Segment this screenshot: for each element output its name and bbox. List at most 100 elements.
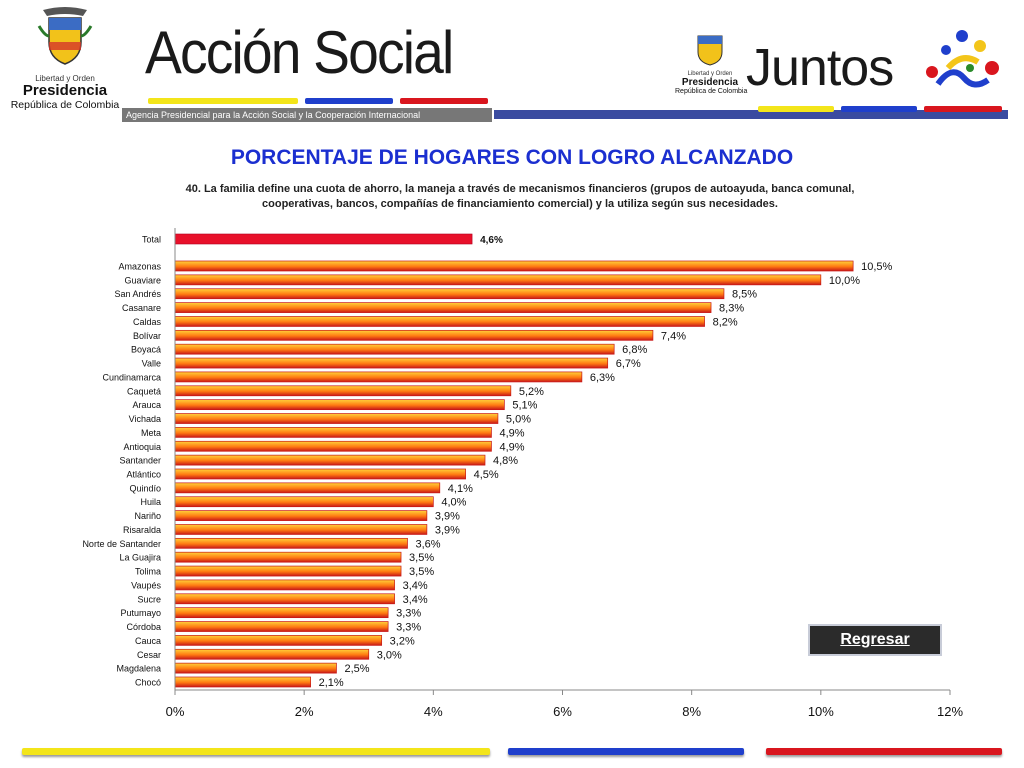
category-label: Tolima — [135, 567, 161, 577]
bar-30 — [174, 676, 311, 688]
right-seal-motto: Libertad y Orden — [687, 71, 733, 77]
value-label: 4,5% — [474, 469, 499, 481]
bar-12 — [174, 427, 492, 438]
bar-18 — [174, 510, 428, 521]
bar-16 — [174, 482, 441, 494]
bar-27 — [174, 635, 383, 646]
footer-stripe-blue — [508, 748, 744, 755]
value-label: 3,2% — [390, 635, 415, 647]
bar-29 — [174, 662, 337, 674]
category-label: Cauca — [135, 636, 161, 646]
category-label-total: Total — [142, 235, 161, 245]
x-tick-label: 4% — [424, 704, 443, 719]
bar-5 — [174, 329, 654, 341]
value-label-total: 4,6% — [480, 235, 503, 246]
value-label: 6,7% — [616, 358, 641, 370]
chart-subtitle: 40. La familia define una cuota de ahorr… — [185, 183, 855, 210]
footer-stripe-yellow — [22, 748, 490, 755]
category-label: Amazonas — [118, 262, 161, 272]
category-label: San Andrés — [114, 289, 161, 299]
presidencia-logo: Libertad y Orden Presidencia República d… — [6, 4, 124, 122]
bar-24 — [174, 593, 395, 605]
category-label: Boyacá — [131, 345, 161, 355]
value-label: 6,3% — [590, 372, 615, 384]
regresar-button[interactable]: Regresar — [808, 624, 942, 656]
bar-21 — [174, 551, 402, 563]
bar-26 — [174, 621, 389, 632]
category-label: La Guajira — [119, 553, 161, 563]
category-label: Caquetá — [127, 386, 161, 396]
value-label: 3,0% — [377, 649, 402, 661]
bar-4 — [174, 316, 705, 327]
x-tick-label: 12% — [937, 704, 963, 719]
page-title: PORCENTAJE DE HOGARES CON LOGRO ALCANZAD… — [230, 146, 794, 169]
republica-label: República de Colombia — [10, 99, 120, 111]
category-label: Nariño — [134, 511, 161, 521]
bar-3 — [174, 302, 712, 313]
bar-20 — [174, 537, 408, 549]
category-label: Atlántico — [126, 470, 161, 480]
value-label: 3,9% — [435, 511, 460, 523]
value-label: 10,0% — [829, 275, 860, 287]
value-label: 3,4% — [403, 594, 428, 606]
value-label: 3,6% — [416, 538, 441, 550]
juntos-stripe-blue — [841, 106, 917, 112]
agency-description: Agencia Presidencial para la Acción Soci… — [122, 108, 492, 122]
value-label: 6,8% — [622, 344, 647, 356]
category-label: Guaviare — [124, 275, 161, 285]
right-presidencia-label: Presidencia — [681, 77, 739, 88]
x-tick-label: 2% — [295, 704, 314, 719]
bar-0 — [174, 260, 854, 272]
value-label: 4,0% — [441, 497, 466, 509]
category-label: Valle — [142, 359, 161, 369]
bar-28 — [174, 648, 370, 660]
category-label: Huila — [140, 497, 161, 507]
value-label: 10,5% — [861, 261, 892, 273]
header-rule — [494, 110, 1008, 119]
value-label: 3,4% — [403, 580, 428, 592]
right-coat-of-arms-icon — [697, 35, 723, 66]
value-label: 5,2% — [519, 386, 544, 398]
value-label: 4,1% — [448, 483, 473, 495]
value-label: 2,1% — [319, 677, 344, 689]
bar-1 — [174, 274, 822, 286]
x-tick-label: 8% — [682, 704, 701, 719]
bar-6 — [174, 343, 615, 355]
juntos-logo-text: Juntos — [746, 39, 894, 97]
category-label: Risaralda — [123, 525, 161, 535]
category-label: Vaupés — [131, 580, 161, 590]
value-label: 3,5% — [409, 566, 434, 578]
category-label: Bolívar — [133, 331, 161, 341]
footer-stripe-red — [766, 748, 1002, 755]
category-label: Vichada — [129, 414, 161, 424]
category-label: Caldas — [133, 317, 162, 327]
bar-8 — [174, 371, 583, 383]
colombia-coat-of-arms-icon — [37, 7, 93, 65]
accion-social-logo: Acción Social — [145, 19, 454, 86]
value-label: 8,3% — [719, 303, 744, 315]
presidencia-label: Presidencia — [22, 82, 108, 99]
value-label: 3,3% — [396, 608, 421, 620]
bar-14 — [174, 454, 486, 466]
bar-25 — [174, 607, 389, 619]
bar-22 — [174, 565, 402, 577]
category-label: Cundinamarca — [102, 372, 161, 382]
logo-stripe-red — [400, 98, 488, 104]
x-tick-label: 10% — [808, 704, 834, 719]
category-label: Casanare — [122, 303, 161, 313]
value-label: 8,5% — [732, 289, 757, 301]
category-label: Santander — [119, 456, 161, 466]
bar-10 — [174, 399, 505, 411]
bar-15 — [174, 468, 466, 480]
category-label: Antioquia — [123, 442, 161, 452]
juntos-people-icon — [926, 30, 999, 88]
logo-stripe-blue — [305, 98, 393, 104]
bar-11 — [174, 413, 499, 424]
bar-7 — [174, 357, 609, 369]
value-label: 2,5% — [344, 663, 369, 675]
right-presidencia-logo: Libertad y Orden Presidencia República d… — [675, 30, 748, 95]
right-republica-label: República de Colombia — [675, 88, 748, 95]
value-label: 3,3% — [396, 622, 421, 634]
juntos-stripe-red — [924, 106, 1002, 112]
